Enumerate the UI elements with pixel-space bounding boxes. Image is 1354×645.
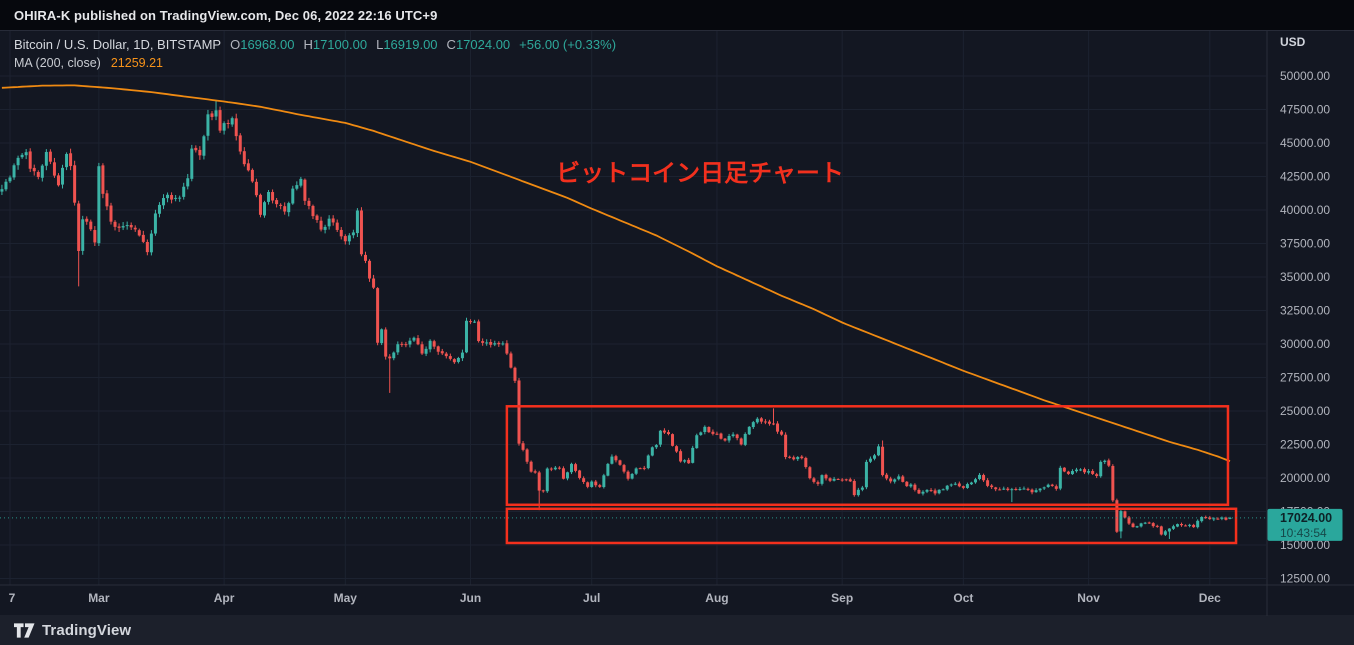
currency-label: USD [1280, 35, 1306, 49]
time-tick-label: Oct [953, 591, 973, 605]
price-tick-label: 50000.00 [1280, 69, 1330, 83]
time-tick-label: Nov [1077, 591, 1100, 605]
time-tick-label: May [334, 591, 358, 605]
time-tick-label: Aug [705, 591, 728, 605]
price-tick-label: 32500.00 [1280, 303, 1330, 317]
gridlines [0, 31, 1266, 585]
price-tick-label: 35000.00 [1280, 270, 1330, 284]
price-tick-label: 40000.00 [1280, 203, 1330, 217]
time-tick-label: Sep [831, 591, 853, 605]
price-tick-label: 22500.00 [1280, 437, 1330, 451]
chart-pane[interactable]: ビットコイン日足チャート USD 50000.00 47500.00 45000.00 4… [0, 31, 1354, 616]
time-tick-label: Jul [583, 591, 600, 605]
highlight-boxes [505, 405, 1238, 545]
time-tick-label: Dec [1199, 591, 1221, 605]
publish-header-bar: OHIRA-K published on TradingView.com, De… [0, 0, 1354, 30]
price-tick-label: 12500.00 [1280, 571, 1330, 585]
price-tick-label: 15000.00 [1280, 538, 1330, 552]
price-tick-label: 45000.00 [1280, 136, 1330, 150]
price-tick-label: 27500.00 [1280, 370, 1330, 384]
footer-bar: TradingView [0, 615, 1354, 645]
price-tick-label: 42500.00 [1280, 169, 1330, 183]
time-tick-label: 7 [9, 591, 16, 605]
annotation-text: ビットコイン日足チャート [556, 160, 844, 187]
time-axis[interactable]: 7 Mar Apr May Jun Jul Aug Sep Oct Nov Dec [9, 591, 1221, 605]
chart-area: Bitcoin / U.S. Dollar, 1D, BITSTAMP O169… [0, 30, 1354, 616]
badge-price: 17024.00 [1280, 511, 1332, 525]
price-axis[interactable]: USD 50000.00 47500.00 45000.00 42500.00 40000… [1280, 35, 1330, 585]
time-tick-label: Mar [88, 591, 110, 605]
time-tick-label: Apr [214, 591, 235, 605]
ma200-line [1, 84, 1231, 462]
published-line: OHIRA-K published on TradingView.com, De… [14, 7, 438, 23]
tradingview-logo-icon[interactable] [14, 622, 35, 638]
price-tick-label: 30000.00 [1280, 337, 1330, 351]
price-tick-label: 25000.00 [1280, 404, 1330, 418]
price-tick-label: 47500.00 [1280, 102, 1330, 116]
price-tick-label: 37500.00 [1280, 236, 1330, 250]
time-tick-label: Jun [460, 591, 481, 605]
badge-countdown: 10:43:54 [1280, 526, 1327, 540]
tradingview-brand-text[interactable]: TradingView [42, 621, 132, 639]
price-tick-label: 20000.00 [1280, 471, 1330, 485]
